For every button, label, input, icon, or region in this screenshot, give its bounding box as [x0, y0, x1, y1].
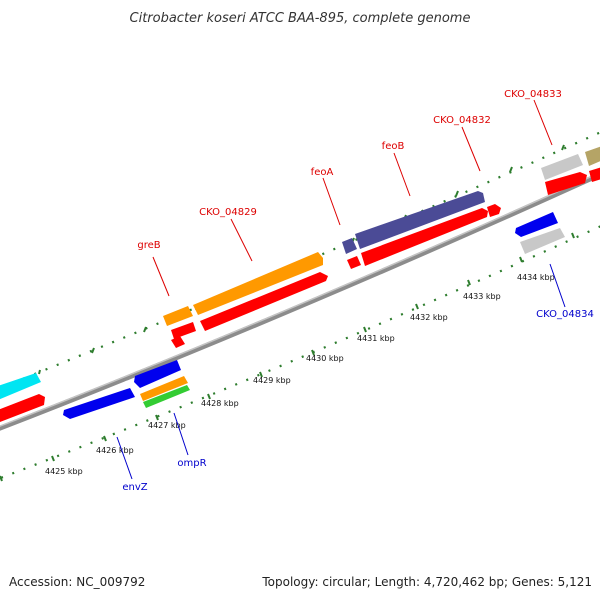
map-region: 4425 kbp 4426 kbp 4427 kbp 4428 kbp 4429…: [0, 89, 600, 493]
cds-feature[interactable]: [347, 256, 361, 269]
cds-feature[interactable]: [200, 272, 328, 331]
gene-feature-cko-04833[interactable]: [541, 154, 583, 180]
accession-text: Accession: NC_009792: [9, 575, 145, 589]
cds-feature[interactable]: [171, 322, 196, 339]
gene-label: CKO_04833: [504, 89, 562, 100]
reverse-label-leaders: [116, 263, 566, 480]
tick-label: 4432 kbp: [410, 313, 448, 322]
gene-feature-small-red[interactable]: [171, 336, 185, 348]
topology-summary: Topology: circular; Length: 4,720,462 bp…: [261, 575, 592, 589]
cds-feature[interactable]: [361, 208, 488, 266]
tick-label: 4427 kbp: [148, 421, 186, 430]
gene-label: CKO_04832: [433, 115, 491, 126]
cds-feature[interactable]: [589, 166, 600, 182]
map-title: Citrobacter koseri ATCC BAA-895, complet…: [130, 11, 471, 26]
tick-label: 4425 kbp: [45, 467, 83, 476]
tick-label: 4430 kbp: [306, 354, 344, 363]
forward-cds-track: [0, 166, 600, 424]
cds-feature[interactable]: [545, 172, 587, 195]
gene-feature-cko-04829[interactable]: [193, 252, 323, 315]
inner-major-ticks: [0, 232, 575, 482]
gene-label: CKO_04834: [536, 309, 594, 320]
cds-feature[interactable]: [487, 204, 501, 217]
gene-feature-cyan[interactable]: [0, 373, 41, 400]
gene-label: ompR: [177, 458, 206, 469]
gene-label: greB: [137, 240, 160, 251]
tick-label: 4426 kbp: [96, 446, 134, 455]
tick-label: 4434 kbp: [517, 273, 555, 282]
tick-label: 4433 kbp: [463, 292, 501, 301]
genome-backbone: [0, 171, 600, 431]
gene-feature-cko-04834[interactable]: [520, 228, 565, 254]
gene-feature-blue[interactable]: [134, 360, 181, 388]
gene-feature-feob[interactable]: [355, 191, 485, 249]
forward-label-leaders: [152, 99, 553, 297]
gene-label: feoA: [311, 167, 334, 178]
tick-label: 4429 kbp: [253, 376, 291, 385]
gene-label: feoB: [382, 141, 405, 152]
tick-label: 4428 kbp: [201, 399, 239, 408]
genome-backbone-highlight: [0, 171, 600, 427]
gene-feature-ompr-orange[interactable]: [140, 376, 188, 401]
gene-label: envZ: [122, 482, 147, 493]
gene-label: CKO_04829: [199, 207, 257, 218]
gene-feature-greb[interactable]: [163, 306, 193, 326]
cds-feature[interactable]: [0, 394, 45, 424]
gene-feature-olive[interactable]: [585, 145, 600, 166]
gene-feature-envz[interactable]: [63, 388, 135, 419]
tick-label: 4431 kbp: [357, 334, 395, 343]
gene-feature-ompr[interactable]: [143, 385, 190, 408]
gene-feature-feoa[interactable]: [342, 238, 357, 254]
gene-feature-blue-2[interactable]: [515, 212, 558, 237]
